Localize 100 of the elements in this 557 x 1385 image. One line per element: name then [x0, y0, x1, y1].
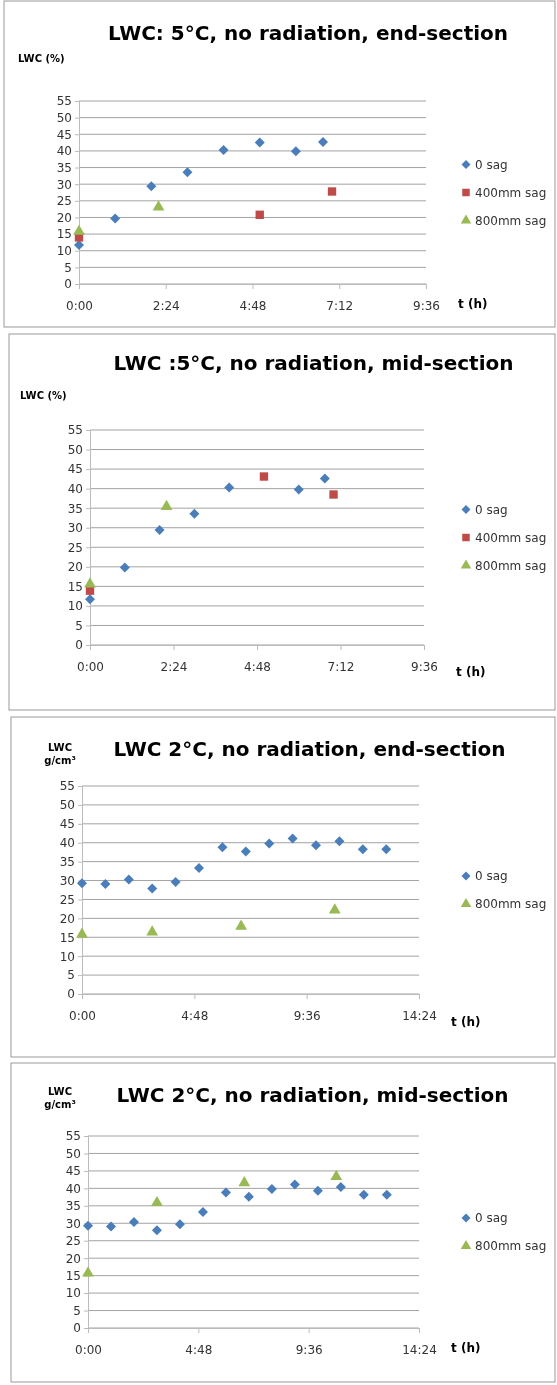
legend-label: 800mm sag: [475, 1239, 547, 1253]
y-tick-label: 20: [65, 1251, 81, 1266]
point: [182, 167, 193, 178]
y-tick-label: 40: [67, 481, 83, 496]
point: [170, 877, 181, 888]
y-tick-label: 20: [56, 210, 72, 225]
point: [328, 903, 341, 914]
point: [146, 925, 159, 936]
x-tick-label: 2:24: [152, 299, 180, 313]
point: [327, 187, 337, 196]
chart-title: LWC 2°C, no radiation, mid-section: [116, 1083, 509, 1107]
y-tick-label: 15: [56, 227, 72, 242]
y-tick-label: 10: [67, 599, 83, 614]
point: [76, 927, 88, 938]
y-tick-label: 0: [73, 1321, 81, 1336]
x-tick-label: 4:48: [239, 299, 267, 313]
point: [152, 200, 165, 211]
y-tick-label: 15: [67, 579, 83, 594]
legend-label: 800mm sag: [475, 213, 547, 228]
y-tick-label: 5: [67, 968, 75, 983]
point: [119, 562, 130, 573]
x-tick-label: 7:12: [326, 299, 354, 313]
x-tick-label: 0:00: [69, 1009, 96, 1023]
point: [84, 577, 96, 588]
x-tick-label: 9:36: [411, 660, 438, 674]
y-tick-label: 20: [59, 911, 75, 926]
y-tick-label: 55: [56, 94, 72, 109]
y-tick-label: 10: [59, 949, 75, 964]
x-tick-label: 0:00: [66, 299, 93, 313]
y-tick-label: 35: [65, 1199, 81, 1214]
point: [160, 499, 173, 511]
y-tick-label: 50: [67, 442, 83, 457]
y-tick-label: 0: [75, 638, 83, 653]
y-tick-label: 55: [65, 1129, 81, 1144]
point: [83, 1220, 93, 1231]
y-tick-label: 30: [56, 177, 72, 192]
y-tick-label: 45: [65, 1164, 81, 1179]
point: [329, 490, 338, 499]
legend-label: 800mm sag: [475, 558, 547, 573]
point: [290, 146, 301, 157]
legend-label: 0 sag: [475, 1211, 508, 1225]
x-tick-label: 9:36: [293, 1009, 321, 1023]
chart-title: LWC :5°C, no radiation, mid-section: [113, 351, 514, 375]
x-tick-label: 4:48: [181, 1009, 209, 1023]
point: [218, 144, 229, 155]
y-tick-label: 5: [75, 618, 83, 633]
y-tick-label: 55: [59, 779, 75, 794]
y-tick-label: 10: [56, 244, 72, 259]
y-tick-label: 35: [59, 854, 75, 869]
x-tick-label: 14:24: [402, 1343, 437, 1357]
point: [266, 1184, 277, 1195]
y-tick-label: 45: [67, 462, 83, 477]
point: [317, 136, 328, 147]
point: [105, 1221, 116, 1232]
point: [334, 836, 345, 847]
y-tick-label: 55: [67, 423, 83, 438]
point: [259, 472, 269, 481]
y-tick-label: 50: [59, 798, 75, 813]
point: [330, 1169, 343, 1180]
y-tick-label: 10: [65, 1286, 81, 1301]
chart-title: LWC 2°C, no radiation, end-section: [113, 737, 506, 761]
legend-label: 400mm sag: [475, 185, 547, 200]
point: [381, 844, 392, 855]
legend-label: 0 sag: [475, 157, 508, 172]
x-tick-label: 9:36: [413, 299, 440, 313]
y-tick-label: 25: [67, 540, 83, 555]
point: [319, 473, 330, 484]
y-tick-label: 30: [59, 873, 75, 888]
y-tick-label: 5: [73, 1303, 81, 1318]
point: [128, 1216, 139, 1227]
point: [189, 508, 200, 519]
point: [174, 1219, 185, 1230]
y-tick-label: 30: [65, 1216, 81, 1231]
point: [85, 594, 95, 605]
point: [357, 844, 368, 855]
x-tick-label: 4:48: [244, 660, 271, 674]
point: [123, 874, 134, 885]
y-tick-label: 15: [59, 930, 75, 945]
point: [217, 842, 228, 853]
y-tick-label: 35: [56, 160, 72, 175]
y-tick-label: 40: [56, 144, 72, 159]
point: [110, 213, 121, 224]
x-tick-label: 2:24: [160, 660, 188, 674]
point: [197, 1207, 208, 1218]
x-axis-title: t (h): [456, 665, 486, 679]
y-tick-label: 0: [67, 987, 75, 1002]
x-axis-title: t (h): [451, 1015, 481, 1029]
point: [146, 181, 157, 192]
point: [243, 1191, 254, 1202]
point: [151, 1225, 162, 1236]
y-axis-title: LWC (%): [18, 53, 65, 64]
point: [287, 833, 298, 844]
x-tick-label: 0:00: [75, 1343, 102, 1357]
x-tick-label: 0:00: [77, 660, 104, 674]
point: [147, 883, 158, 894]
point: [238, 1175, 251, 1187]
y-axis-title: LWC (%): [20, 390, 67, 401]
y-axis-title: LWC g/cm³: [44, 742, 76, 766]
y-tick-label: 5: [64, 260, 72, 275]
x-tick-label: 14:24: [402, 1009, 437, 1023]
